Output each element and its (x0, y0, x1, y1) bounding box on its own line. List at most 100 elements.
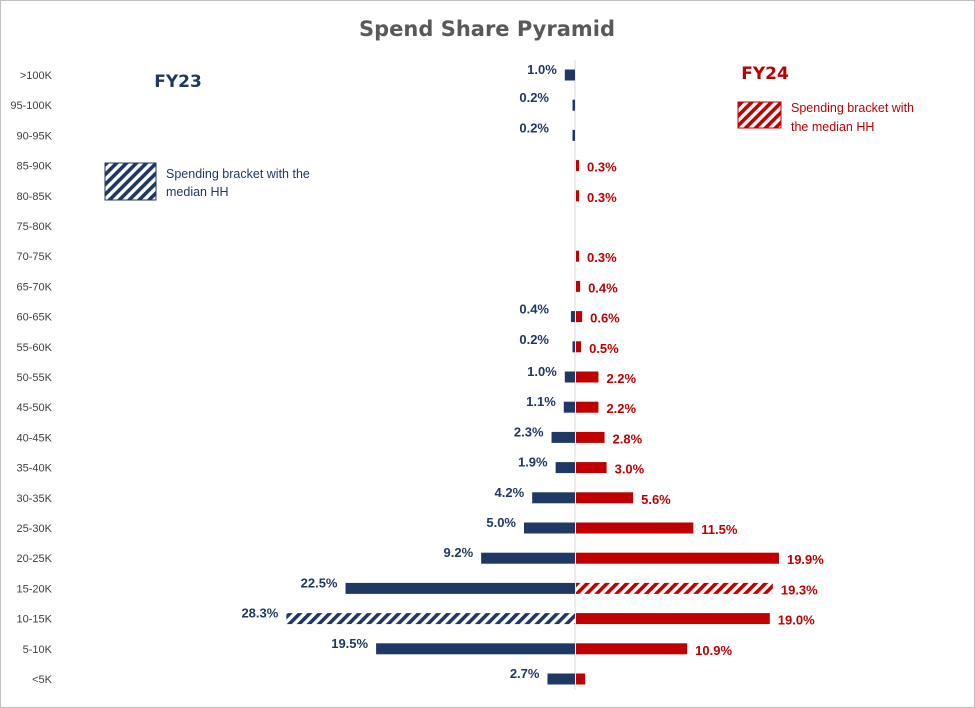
fy24-label-30-35k: 5.6% (641, 492, 671, 507)
fy23-label-30-35k: 4.2% (495, 485, 525, 500)
fy23-bar-5-10k (376, 643, 575, 655)
y-tick-85-90k: 85-90K (17, 161, 53, 173)
y-tick-gt-100k: >100K (20, 70, 53, 82)
fy23-label-5-10k: 19.5% (331, 636, 368, 651)
y-tick-45-50k: 45-50K (17, 402, 53, 414)
fy24-bar-55-60k (576, 341, 582, 353)
fy24-label-5-10k: 10.9% (695, 643, 732, 658)
fy23-median-legend-swatch (104, 162, 157, 201)
fy24-median-legend: Spending bracket with the median HH (737, 101, 914, 134)
fy24-bar-10-15k (576, 613, 770, 625)
fy24-bar-25-30k (576, 522, 694, 534)
fy24-label-85-90k: 0.3% (587, 160, 617, 175)
y-tick-70-75k: 70-75K (17, 251, 53, 263)
y-axis-tick-labels: >100K 95-100K 90-95K 85-90K 80-85K 75-80K 70-7… (10, 70, 52, 686)
y-tick-75-80k: 75-80K (17, 221, 53, 233)
fy24-bar-5-10k (576, 643, 688, 655)
fy23-label-50-55k: 1.0% (527, 364, 557, 379)
fy24-median-legend-text-line1: Spending bracket with (791, 101, 914, 115)
fy24-bar-15-20k (576, 582, 773, 594)
fy24-series-label: FY24 (741, 64, 789, 84)
fy23-bars (286, 69, 575, 685)
y-tick-5-10k: 5-10K (23, 644, 53, 656)
fy23-bar-gt-100k (564, 69, 575, 81)
fy24-bar-35-40k (576, 462, 607, 474)
y-tick-95-100k: 95-100K (10, 100, 52, 112)
fy23-series-label: FY23 (154, 72, 202, 92)
fy23-label-20-25k: 9.2% (444, 545, 474, 560)
y-tick-90-95k: 90-95K (17, 130, 53, 142)
fy23-label-35-40k: 1.9% (518, 455, 548, 470)
fy24-label-20-25k: 19.9% (787, 552, 824, 567)
fy23-bar-15-20k (345, 582, 575, 594)
fy24-label-80-85k: 0.3% (587, 190, 617, 205)
fy24-label-35-40k: 3.0% (615, 462, 645, 477)
fy24-label-40-45k: 2.8% (613, 431, 643, 446)
fy23-label-gt-100k: 1.0% (527, 62, 557, 77)
fy24-label-70-75k: 0.3% (587, 250, 617, 265)
fy24-bar-20-25k (576, 552, 779, 564)
fy23-bar-45-50k (563, 401, 575, 413)
y-tick-40-45k: 40-45K (17, 432, 53, 444)
fy24-label-65-70k: 0.4% (588, 280, 618, 295)
fy23-label-95-100k: 0.2% (519, 90, 549, 105)
fy23-bar-90-95k (572, 129, 575, 141)
fy23-label-60-65k: 0.4% (519, 302, 549, 317)
fy23-bar-55-60k (572, 341, 575, 353)
y-tick-25-30k: 25-30K (17, 523, 53, 535)
y-tick-10-15k: 10-15K (17, 614, 53, 626)
y-tick-15-20k: 15-20K (17, 583, 53, 595)
y-tick-lt-5k: <5K (32, 674, 53, 686)
fy24-label-10-15k: 19.0% (778, 613, 815, 628)
fy23-label-10-15k: 28.3% (241, 606, 278, 621)
fy24-label-50-55k: 2.2% (606, 371, 636, 386)
fy24-bar-70-75k (576, 250, 580, 262)
fy23-data-labels: 1.0% 0.2% 0.2% 0.4% 0.2% 1.0% 1.1% 2.3% 1.9% 4.2%… (241, 62, 557, 681)
fy23-bar-60-65k (570, 311, 575, 323)
fy23-label-55-60k: 0.2% (519, 332, 549, 347)
fy24-median-legend-text-line2: the median HH (791, 120, 874, 134)
y-tick-20-25k: 20-25K (17, 553, 53, 565)
fy23-bar-95-100k (572, 99, 575, 111)
fy23-bar-lt-5k (547, 673, 575, 685)
fy24-label-55-60k: 0.5% (589, 341, 619, 356)
fy24-bars (576, 160, 779, 685)
fy23-label-15-20k: 22.5% (301, 575, 338, 590)
fy23-bar-30-35k (532, 492, 575, 504)
y-tick-30-35k: 30-35K (17, 493, 53, 505)
fy23-median-legend-text-line2: median HH (166, 185, 229, 199)
fy23-label-90-95k: 0.2% (519, 120, 549, 135)
fy23-median-legend-text-line1: Spending bracket with the (166, 167, 310, 181)
fy23-median-legend: Spending bracket with the median HH (104, 162, 310, 201)
fy24-label-15-20k: 19.3% (781, 582, 818, 597)
fy23-label-45-50k: 1.1% (526, 394, 556, 409)
fy23-label-lt-5k: 2.7% (510, 666, 540, 681)
fy23-bar-20-25k (481, 552, 575, 564)
fy23-label-40-45k: 2.3% (514, 424, 544, 439)
y-tick-60-65k: 60-65K (17, 312, 53, 324)
fy24-bar-lt-5k (576, 673, 586, 685)
fy24-bar-60-65k (576, 311, 583, 323)
fy23-bar-50-55k (564, 371, 575, 383)
fy24-label-25-30k: 11.5% (701, 522, 738, 537)
y-tick-35-40k: 35-40K (17, 463, 53, 475)
fy24-label-60-65k: 0.6% (590, 311, 620, 326)
fy24-label-45-50k: 2.2% (606, 401, 636, 416)
fy24-bar-40-45k (576, 431, 605, 443)
fy24-median-legend-swatch (737, 101, 782, 129)
y-tick-55-60k: 55-60K (17, 342, 53, 354)
fy24-bar-65-70k (576, 280, 581, 292)
fy23-bar-35-40k (555, 462, 575, 474)
fy24-bar-85-90k (576, 160, 580, 172)
fy24-bar-80-85k (576, 190, 580, 202)
fy23-bar-25-30k (524, 522, 575, 534)
y-tick-65-70k: 65-70K (17, 281, 53, 293)
y-tick-50-55k: 50-55K (17, 372, 53, 384)
fy24-bar-45-50k (576, 401, 599, 413)
fy23-bar-40-45k (551, 431, 575, 443)
chart-title: Spend Share Pyramid (359, 17, 615, 41)
fy23-label-25-30k: 5.0% (486, 515, 516, 530)
fy24-data-labels: 0.3% 0.3% 0.3% 0.4% 0.6% 0.5% 2.2% 2.2% 2.8% 3.0%… (587, 160, 824, 658)
fy23-bar-10-15k (286, 613, 575, 625)
